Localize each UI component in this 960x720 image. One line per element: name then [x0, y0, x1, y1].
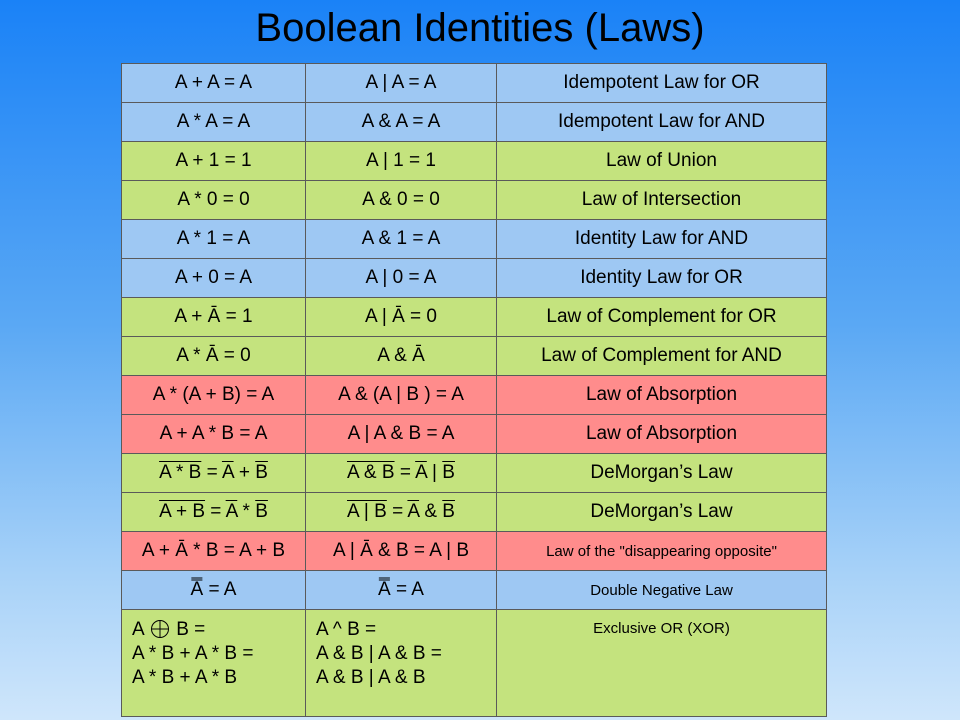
algebra-expression: A + B = A * B — [121, 492, 306, 532]
identities-table: A + A = A A | A = A Idempotent Law for O… — [121, 63, 827, 717]
xor-symbol-icon — [150, 620, 169, 638]
negated-term: B — [442, 462, 455, 483]
table-row: A * 0 = 0 A & 0 = 0 Law of Intersection — [121, 180, 827, 220]
programming-expression: A̿ = A — [305, 570, 497, 610]
programming-expression: A & (A | B ) = A — [305, 375, 497, 415]
programming-expression: A & B = A | B — [305, 453, 497, 493]
negated-term: A — [225, 501, 238, 522]
programming-expression: A | A & B = A — [305, 414, 497, 454]
negated-term: A + B — [159, 501, 206, 522]
programming-expression: A | 0 = A — [305, 258, 497, 298]
law-name: Law of Complement for AND — [496, 336, 827, 376]
algebra-expression: A + 0 = A — [121, 258, 306, 298]
algebra-expression: A + Ā = 1 — [121, 297, 306, 337]
programming-expression: A ^ B = A & B | A & B = A & B | A & B — [305, 609, 497, 717]
table-row: A * A = A A & A = A Idempotent Law for A… — [121, 102, 827, 142]
table-row: A + 0 = A A | 0 = A Identity Law for OR — [121, 258, 827, 298]
table-row: A * Ā = 0 A & Ā Law of Complement for AN… — [121, 336, 827, 376]
law-name: Law of Complement for OR — [496, 297, 827, 337]
algebra-expression: A * A = A — [121, 102, 306, 142]
negated-term: A & B — [347, 462, 395, 483]
law-name: Identity Law for OR — [496, 258, 827, 298]
programming-expression: A & 1 = A — [305, 219, 497, 259]
negated-term: A * B — [159, 462, 202, 483]
law-name: Idempotent Law for AND — [496, 102, 827, 142]
law-name: Identity Law for AND — [496, 219, 827, 259]
algebra-expression: A B = A * B + A * B = A * B + A * B — [121, 609, 306, 717]
table-row: A + Ā = 1 A | Ā = 0 Law of Complement fo… — [121, 297, 827, 337]
negated-term: A | B — [347, 501, 387, 522]
algebra-expression: A + Ā * B = A + B — [121, 531, 306, 571]
programming-expression: A | A = A — [305, 63, 497, 103]
algebra-expression: A * B = A + B — [121, 453, 306, 493]
negated-term: B — [442, 501, 455, 522]
algebra-expression: A * Ā = 0 — [121, 336, 306, 376]
law-name: Law of Absorption — [496, 375, 827, 415]
table-row: A * 1 = A A & 1 = A Identity Law for AND — [121, 219, 827, 259]
law-name: Law of Union — [496, 141, 827, 181]
law-name: DeMorgan’s Law — [496, 453, 827, 493]
programming-expression: A & A = A — [305, 102, 497, 142]
algebra-expression: A + A = A — [121, 63, 306, 103]
programming-expression: A | B = A & B — [305, 492, 497, 532]
table-row: A * (A + B) = A A & (A | B ) = A Law of … — [121, 375, 827, 415]
law-name: DeMorgan’s Law — [496, 492, 827, 532]
algebra-expression: A + 1 = 1 — [121, 141, 306, 181]
law-name: Law of Intersection — [496, 180, 827, 220]
law-name: Exclusive OR (XOR) — [496, 609, 827, 717]
table-row: A + A * B = A A | A & B = A Law of Absor… — [121, 414, 827, 454]
table-row: A + B = A * B A | B = A & B DeMorgan’s L… — [121, 492, 827, 532]
law-name: Idempotent Law for OR — [496, 63, 827, 103]
programming-expression: A | Ā = 0 — [305, 297, 497, 337]
negated-term: A — [221, 462, 234, 483]
negated-term: B — [255, 462, 268, 483]
table-row: A * B = A + B A & B = A | B DeMorgan’s L… — [121, 453, 827, 493]
negated-term: A — [415, 462, 427, 483]
page-title: Boolean Identities (Laws) — [255, 6, 705, 50]
algebra-expression: A * (A + B) = A — [121, 375, 306, 415]
law-name: Law of the "disappearing opposite" — [496, 531, 827, 571]
table-row: A + A = A A | A = A Idempotent Law for O… — [121, 63, 827, 103]
algebra-expression: A̿ = A — [121, 570, 306, 610]
algebra-expression: A + A * B = A — [121, 414, 306, 454]
law-name: Law of Absorption — [496, 414, 827, 454]
negated-term: A — [407, 501, 420, 522]
negated-term: B — [255, 501, 268, 522]
table-row: A B = A * B + A * B = A * B + A * B A ^ … — [121, 609, 827, 717]
law-name: Double Negative Law — [496, 570, 827, 610]
programming-expression: A | Ā & B = A | B — [305, 531, 497, 571]
table-row: A̿ = A A̿ = A Double Negative Law — [121, 570, 827, 610]
programming-expression: A & 0 = 0 — [305, 180, 497, 220]
programming-expression: A | 1 = 1 — [305, 141, 497, 181]
programming-expression: A & Ā — [305, 336, 497, 376]
table-row: A + Ā * B = A + B A | Ā & B = A | B Law … — [121, 531, 827, 571]
algebra-expression: A * 1 = A — [121, 219, 306, 259]
algebra-expression: A * 0 = 0 — [121, 180, 306, 220]
table-row: A + 1 = 1 A | 1 = 1 Law of Union — [121, 141, 827, 181]
